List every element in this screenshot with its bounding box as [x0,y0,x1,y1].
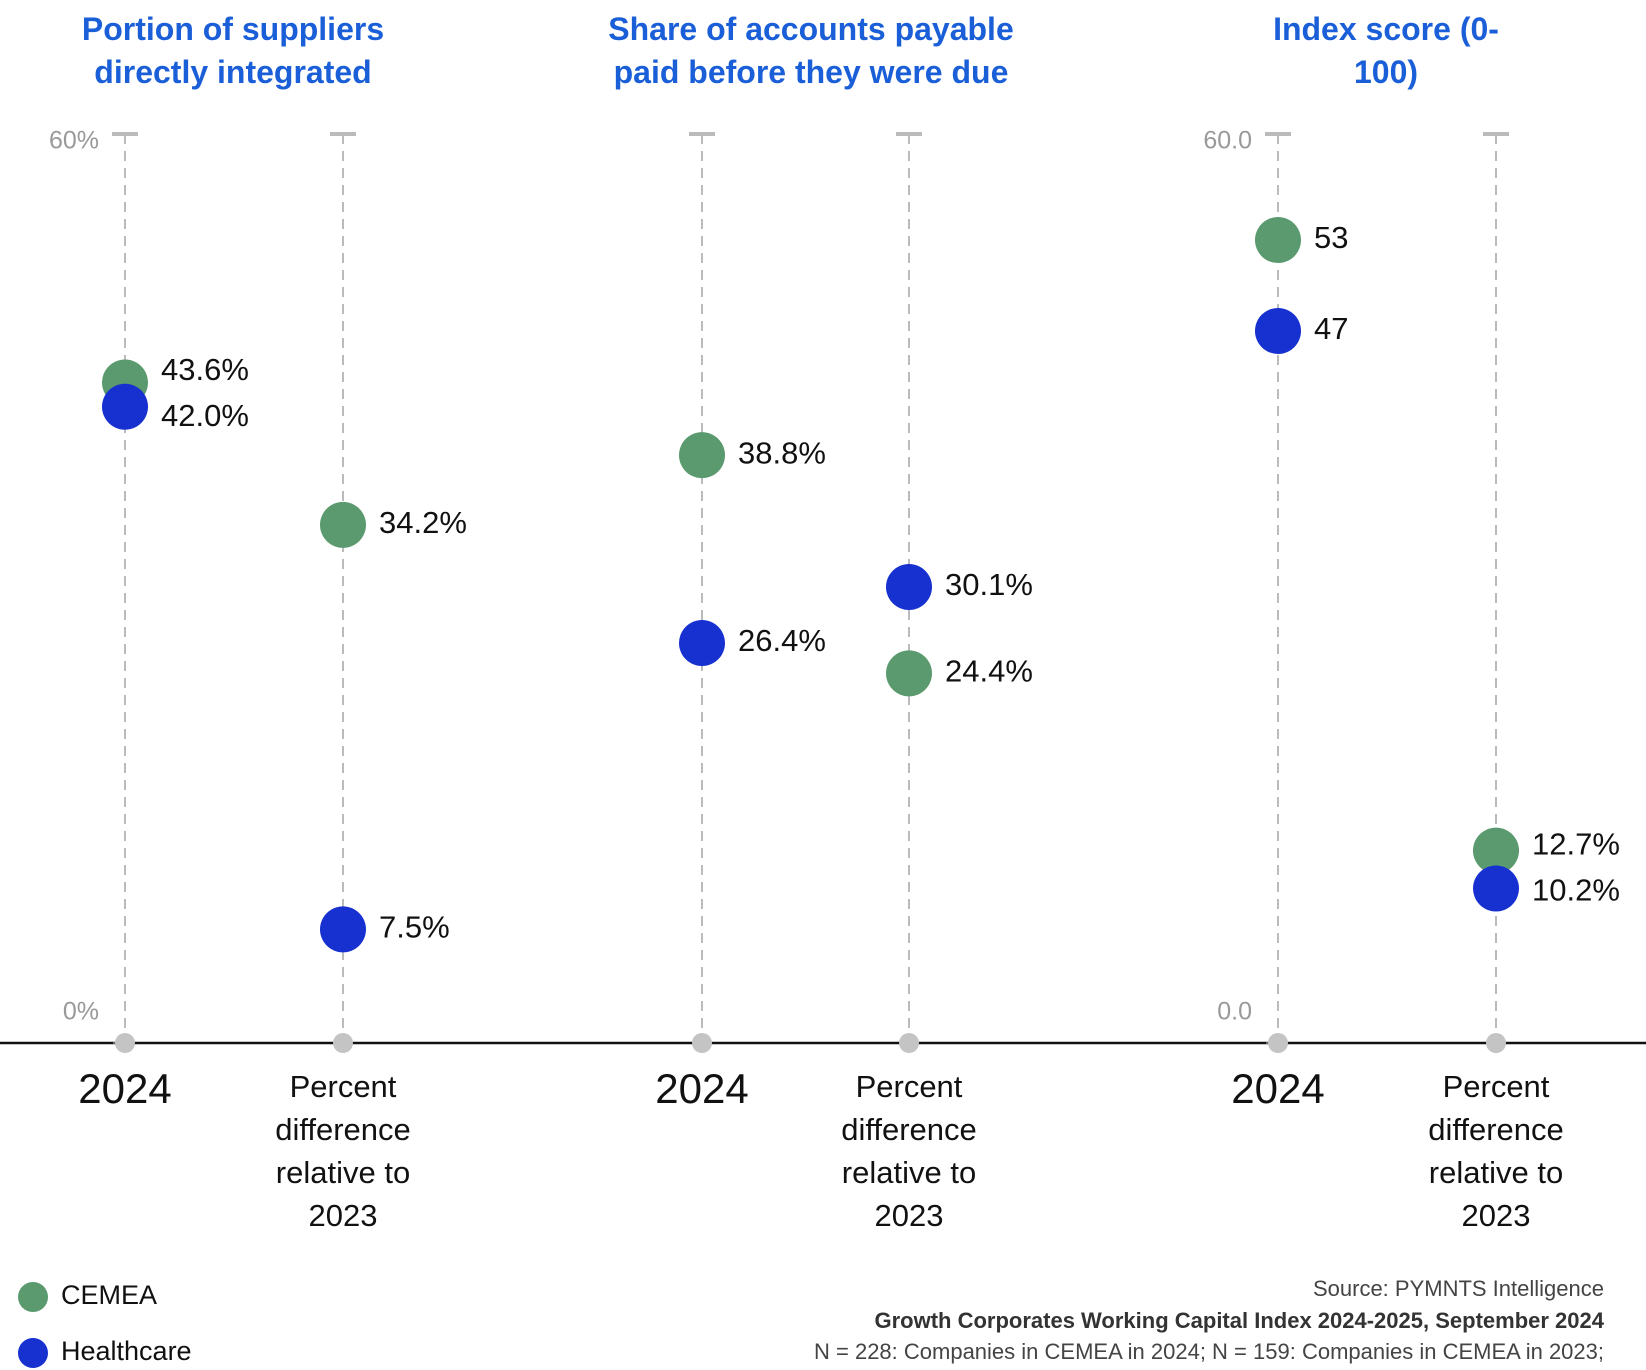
x-category: Percent difference relative to 2023 [275,1069,411,1233]
x-category: 2024 [78,1065,172,1112]
data-label: 12.7% [1532,827,1620,862]
dot [320,501,366,548]
column-foot [115,1033,135,1053]
dot [679,620,725,667]
column-foot [692,1033,712,1053]
data-label: 47 [1314,311,1348,346]
dot [102,383,148,430]
column-foot [333,1033,353,1053]
y-tick-label: 0% [63,998,99,1026]
legend-swatch [18,1282,48,1312]
x-category: 2024 [1231,1065,1325,1112]
data-label: 42.0% [161,398,249,433]
x-category: 2024 [655,1065,749,1112]
y-tick-label: 60.0 [1203,127,1252,155]
sample-note: N = 228: Companies in CEMEA in 2024; N =… [814,1339,1604,1364]
column-foot [1268,1033,1288,1053]
legend-swatch [18,1338,48,1368]
panel-title: Share of accounts payable paid before th… [608,11,1014,90]
column-foot [899,1033,919,1053]
dot [320,906,366,953]
dot [1473,827,1519,874]
data-label: 53 [1314,220,1348,255]
data-label: 30.1% [945,567,1033,602]
y-tick-label: 0.0 [1217,998,1252,1026]
x-category: Percent difference relative to 2023 [841,1069,977,1233]
data-label: 10.2% [1532,873,1620,908]
data-label: 34.2% [379,505,467,540]
y-tick-label: 60% [49,127,99,155]
panel-title: Portion of suppliers directly integrated [81,11,385,90]
legend-label: Healthcare [61,1336,192,1366]
source: Source: PYMNTS Intelligence [1312,1276,1604,1301]
data-label: 43.6% [161,352,249,387]
dot [1473,865,1519,912]
dot [679,432,725,479]
dot [1255,217,1301,264]
legend-label: CEMEA [61,1280,157,1310]
x-category: Percent difference relative to 2023 [1428,1069,1564,1233]
dot [886,563,932,610]
data-label: 26.4% [738,623,826,658]
data-label: 24.4% [945,654,1033,689]
data-label: 38.8% [738,435,826,470]
dot [1255,307,1301,354]
panel-title: Index score (0-100) [1273,11,1499,90]
data-label: 7.5% [379,910,450,945]
column-foot [1486,1033,1506,1053]
report-name: Growth Corporates Working Capital Index … [874,1308,1604,1333]
dot [886,650,932,697]
